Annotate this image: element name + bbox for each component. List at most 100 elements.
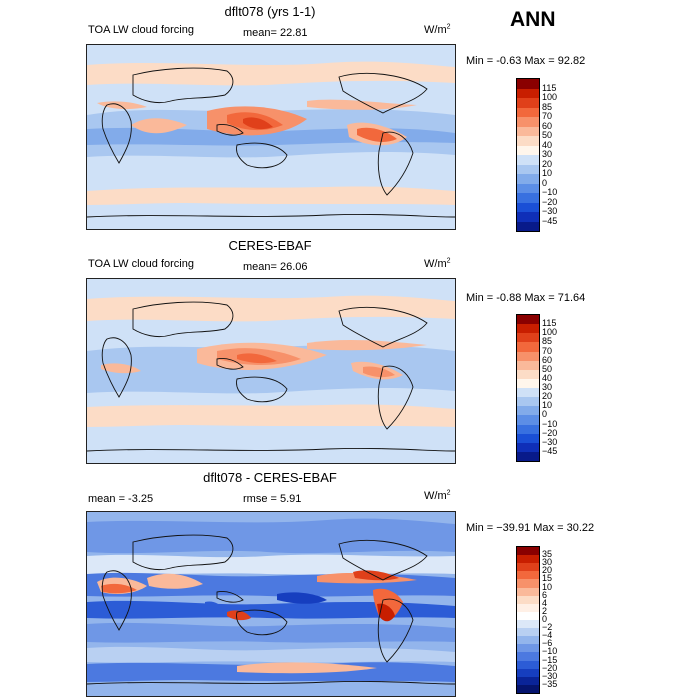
colorbar-cell <box>517 603 539 612</box>
colorbar-cell <box>517 652 539 661</box>
colorbar-tick-label: 2 <box>542 605 548 616</box>
colorbar-cell <box>517 563 539 572</box>
colorbar-cell <box>517 547 539 556</box>
colorbar-cell <box>517 579 539 588</box>
colorbar-cell <box>517 415 539 425</box>
colorbar-cell <box>517 433 539 443</box>
colorbar-tick-label: 6 <box>542 589 548 600</box>
colorbar-cell <box>517 388 539 398</box>
colorbar-cell <box>517 611 539 620</box>
colorbar-cell <box>517 397 539 407</box>
colorbar-tick-label: −2 <box>542 622 553 633</box>
colorbar-tick-label: 40 <box>542 372 553 383</box>
colorbar-tick-label: 20 <box>542 391 553 402</box>
colorbar-tick-label: 100 <box>542 327 558 338</box>
colorbar-tick-label: 70 <box>542 111 553 121</box>
colorbar-tick-label: −45 <box>542 215 558 226</box>
colorbar-cell <box>517 342 539 352</box>
colorbar-cell <box>517 212 539 222</box>
colorbar-tick-label: 85 <box>542 336 553 347</box>
colorbar-tick-label: 20 <box>542 565 553 576</box>
observation-map <box>86 278 456 464</box>
colorbar-cell <box>517 360 539 370</box>
colorbar-tick-label: 60 <box>542 120 553 131</box>
colorbar-cell <box>517 174 539 184</box>
colorbar-tick-label: 10 <box>542 581 553 592</box>
colorbar-cell <box>517 164 539 174</box>
colorbar-cell <box>517 79 539 89</box>
colorbar-cell <box>517 676 539 685</box>
mean-label: mean= 22.81 <box>243 27 308 39</box>
colorbar-cell <box>517 451 539 461</box>
colorbar-cell <box>517 202 539 212</box>
colorbar-tick-label: −35 <box>542 678 558 689</box>
colorbar-tick-label: −4 <box>542 630 553 641</box>
colorbar-tick-label: −10 <box>542 418 558 429</box>
colorbar-cell <box>517 333 539 343</box>
colorbar-cell <box>517 587 539 596</box>
colorbar <box>516 546 540 694</box>
colorbar-cell <box>517 107 539 117</box>
colorbar-tick-label: −10 <box>542 646 558 657</box>
colorbar-cells <box>517 547 539 693</box>
colorbar-tick-label: 30 <box>542 557 553 568</box>
colorbar-tick-label: 60 <box>542 354 553 365</box>
colorbar-cell <box>517 369 539 379</box>
colorbar-cell <box>517 117 539 127</box>
colorbar-cell <box>517 684 539 693</box>
colorbar-cell <box>517 378 539 388</box>
colorbar-tick-label: 10 <box>542 400 553 411</box>
colorbar-cell <box>517 183 539 193</box>
colorbar-tick-label: 4 <box>542 597 548 608</box>
colorbar-tick-label: −20 <box>542 427 558 438</box>
colorbar-tick-label: 0 <box>542 409 548 420</box>
colorbar-cell <box>517 424 539 434</box>
colorbar-tick-label: 100 <box>542 92 558 102</box>
colorbar-cells <box>517 315 539 461</box>
colorbar-cell <box>517 155 539 165</box>
min-max-label: Min = -0.63 Max = 92.82 <box>466 55 586 67</box>
colorbar-tick-label: 50 <box>542 130 553 140</box>
colorbar-cell <box>517 88 539 98</box>
mean-label: mean = -3.25 <box>88 493 154 505</box>
colorbar <box>516 314 540 462</box>
colorbar-tick-label: −6 <box>542 638 553 649</box>
colorbar-tick-label: −45 <box>542 445 558 456</box>
colorbar <box>516 78 540 232</box>
min-max-label: Min = −39.91 Max = 30.22 <box>466 522 595 534</box>
colorbar-tick-label: 30 <box>542 149 553 159</box>
colorbar-cell <box>517 571 539 580</box>
colorbar-cell <box>517 660 539 669</box>
colorbar-cell <box>517 193 539 203</box>
colorbar-tick-label: 20 <box>542 158 553 169</box>
colorbar-cell <box>517 315 539 325</box>
colorbar-tick-label: −10 <box>542 187 558 197</box>
variable-label: TOA LW cloud forcing <box>88 258 194 270</box>
season-label: ANN <box>510 8 556 31</box>
variable-label: TOA LW cloud forcing <box>88 24 194 36</box>
colorbar-tick-label: 85 <box>542 101 553 112</box>
colorbar-tick-label: 115 <box>542 82 557 93</box>
colorbar-tick-label: 40 <box>542 139 553 150</box>
colorbar-tick-label: 50 <box>542 363 553 374</box>
colorbar-tick-label: 30 <box>542 382 553 392</box>
min-max-label: Min = -0.88 Max = 71.64 <box>466 292 586 304</box>
colorbar-cell <box>517 98 539 108</box>
colorbar-cell <box>517 145 539 155</box>
colorbar-tick-label: −30 <box>542 670 558 681</box>
panel-title: dflt078 (yrs 1-1) <box>224 4 316 19</box>
colorbar-tick-label: −20 <box>542 662 558 673</box>
colorbar-cell <box>517 628 539 637</box>
colorbar-cell <box>517 555 539 564</box>
mean-label: mean= 26.06 <box>243 261 308 273</box>
rmse-label: rmse = 5.91 <box>243 493 302 505</box>
units-label: W/m2 <box>424 489 451 502</box>
colorbar-tick-label: −20 <box>542 196 558 207</box>
colorbar-cell <box>517 406 539 416</box>
panel-title: dflt078 - CERES-EBAF <box>203 470 337 485</box>
colorbar-cell <box>517 668 539 677</box>
colorbar-tick-label: 15 <box>542 573 553 584</box>
units-label: W/m2 <box>424 257 451 270</box>
colorbar-tick-label: −30 <box>542 206 558 216</box>
colorbar-cells <box>517 79 539 231</box>
